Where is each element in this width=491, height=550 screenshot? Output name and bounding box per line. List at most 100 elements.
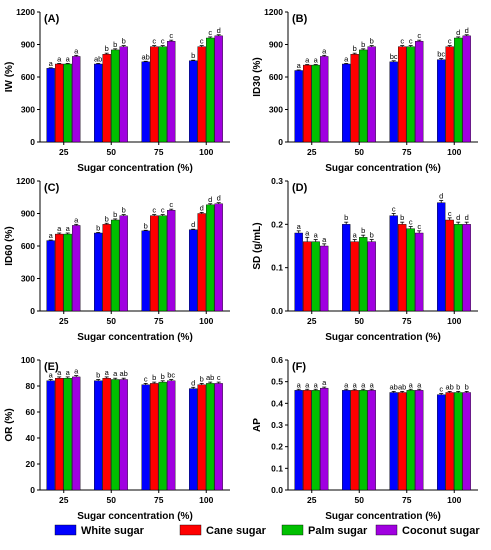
y-tick-label: 0.5 — [271, 377, 283, 387]
bar — [102, 224, 111, 312]
y-tick-label: 80 — [26, 381, 36, 391]
chart-panel: 0.0 0.1 0.2 0.3 (D) SD (g/mL) Sugar concentrat… — [252, 176, 478, 343]
significance-letter: b — [353, 44, 357, 53]
significance-letter: c — [208, 28, 212, 37]
significance-letter: a — [297, 380, 302, 389]
bar — [189, 388, 198, 491]
significance-letter: a — [297, 222, 302, 231]
bar — [63, 63, 72, 143]
bar — [214, 383, 223, 491]
bar — [437, 394, 446, 491]
y-tick-label: 1200 — [16, 7, 35, 17]
bar — [158, 46, 167, 143]
x-tick-label: 75 — [402, 495, 412, 505]
bar — [158, 381, 167, 491]
y-tick-label: 20 — [26, 459, 36, 469]
significance-letter: a — [49, 59, 54, 68]
significance-letter: b — [370, 37, 374, 46]
bar — [389, 61, 398, 143]
significance-letter: c — [417, 222, 421, 231]
x-tick-label: 100 — [199, 147, 213, 157]
y-tick-label: 60 — [26, 407, 36, 417]
y-tick-label: 900 — [21, 40, 35, 50]
significance-letter: ab — [390, 382, 398, 391]
significance-letter: c — [392, 205, 396, 214]
significance-letter: a — [66, 224, 71, 233]
significance-letter: d — [456, 28, 460, 37]
bar — [437, 202, 446, 312]
chart-panel: 0 300 600 900 1200 (A) IW (%) Sugar concentrati… — [4, 7, 230, 174]
bar — [197, 46, 206, 143]
significance-letter: a — [57, 224, 62, 233]
y-tick-label: 0.3 — [271, 420, 283, 430]
bar — [206, 383, 215, 491]
significance-letter: a — [417, 380, 422, 389]
significance-letter: ab — [398, 382, 406, 391]
significance-letter: b — [361, 226, 365, 235]
significance-letter: b — [361, 40, 365, 49]
significance-letter: a — [57, 368, 62, 377]
significance-letter: b — [344, 213, 348, 222]
significance-letter: b — [370, 231, 374, 240]
y-axis-title: AP — [252, 418, 263, 432]
x-axis-title: Sugar concentration (%) — [325, 332, 441, 343]
significance-letter: b — [105, 44, 109, 53]
significance-letter: d — [200, 203, 204, 212]
bar — [350, 390, 359, 491]
x-tick-label: 50 — [107, 147, 117, 157]
y-tick-label: 0 — [30, 485, 35, 495]
x-tick-label: 25 — [307, 316, 317, 326]
bar — [320, 245, 329, 312]
bar — [320, 56, 329, 143]
significance-letter: a — [322, 46, 327, 55]
chart-panel: 0.0 0.1 0.2 0.3 0.4 0.5 0.6 (F) AP Sugar concentr… — [252, 355, 478, 522]
x-tick-label: 100 — [447, 316, 461, 326]
bar — [415, 232, 424, 312]
legend-item: Cane sugar — [179, 524, 267, 537]
significance-letter: d — [217, 194, 221, 203]
significance-letter: c — [409, 218, 413, 227]
y-tick-label: 0.0 — [271, 485, 283, 495]
significance-letter: a — [353, 380, 358, 389]
significance-letter: c — [169, 31, 173, 40]
y-tick-label: 0 — [278, 137, 283, 147]
bar — [294, 232, 303, 312]
y-tick-label: 0.2 — [271, 442, 283, 452]
significance-letter: a — [113, 369, 118, 378]
significance-letter: b — [191, 51, 195, 60]
x-tick-label: 75 — [154, 495, 164, 505]
y-tick-label: 40 — [26, 433, 36, 443]
x-axis-title: Sugar concentration (%) — [77, 163, 193, 174]
significance-letter: ab — [206, 373, 214, 382]
significance-letter: ab — [142, 52, 150, 61]
bar — [111, 379, 120, 491]
bar — [141, 61, 150, 143]
bar — [359, 390, 368, 491]
bar — [167, 41, 176, 143]
bar — [206, 37, 215, 143]
y-axis-title: SD (g/mL) — [252, 222, 263, 269]
bar — [141, 384, 150, 491]
y-tick-label: 0.4 — [271, 398, 283, 408]
significance-letter: a — [361, 380, 366, 389]
y-tick-label: 0.0 — [271, 306, 283, 316]
bar — [46, 68, 55, 143]
significance-letter: a — [57, 54, 62, 63]
bar — [342, 390, 351, 491]
significance-letter: c — [409, 37, 413, 46]
bar — [111, 219, 120, 312]
significance-letter: c — [152, 206, 156, 215]
significance-letter: a — [370, 380, 375, 389]
bar — [398, 224, 407, 312]
bar — [119, 46, 128, 143]
y-tick-label: 0.2 — [271, 219, 283, 229]
bar — [311, 64, 320, 143]
significance-letter: a — [314, 56, 319, 65]
y-tick-label: 1200 — [16, 176, 35, 186]
bar — [55, 63, 64, 143]
significance-letter: a — [409, 380, 414, 389]
bar — [119, 215, 128, 312]
y-tick-label: 300 — [269, 105, 283, 115]
y-axis-title: ID30 (%) — [252, 57, 263, 96]
chart-panel: 0 20 40 60 80 100 (E) OR (%) Sugar concentration… — [4, 355, 230, 522]
